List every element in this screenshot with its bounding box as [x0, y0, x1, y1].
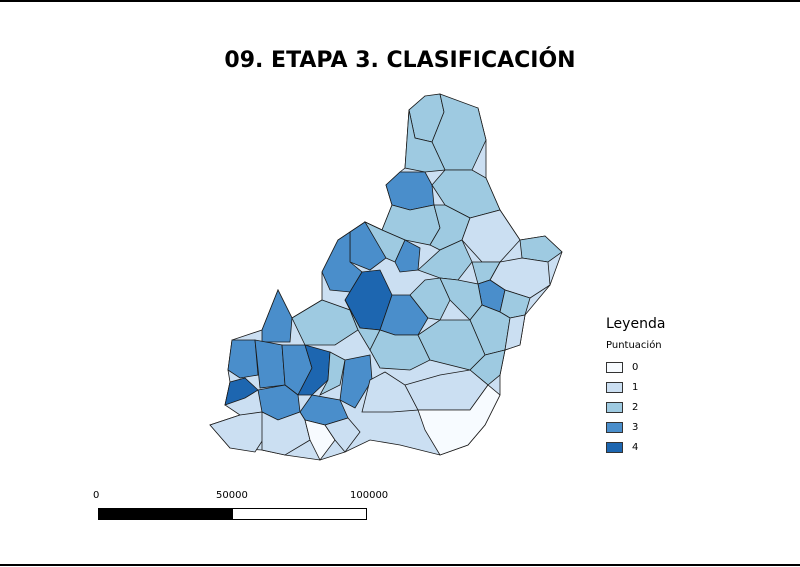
legend-label-1: 1	[632, 381, 639, 393]
municipality-region	[417, 384, 501, 456]
municipality-region	[319, 351, 346, 396]
municipality-region	[224, 377, 259, 406]
legend-label-0: 0	[632, 361, 639, 373]
scale-label-0: 0	[93, 490, 100, 501]
municipality-region	[324, 417, 361, 453]
municipality-region	[385, 171, 435, 211]
legend-swatch-4	[606, 441, 623, 453]
municipality-region	[519, 235, 563, 263]
scale-bar-light-segment	[232, 509, 366, 519]
scale-label-100000: 100000	[350, 490, 389, 501]
legend-item-3: 3	[606, 417, 665, 437]
legend-subtitle: Puntuación	[606, 340, 662, 351]
municipality-region	[339, 354, 373, 409]
legend-item-4: 4	[606, 437, 665, 457]
municipality-region	[261, 289, 293, 343]
municipality-region	[304, 419, 336, 461]
scale-label-50000: 50000	[216, 490, 248, 501]
municipality-region	[254, 339, 286, 389]
municipality-region	[469, 349, 506, 386]
municipality-region	[471, 261, 501, 285]
legend-swatch-0	[606, 361, 623, 373]
legend-swatch-1	[606, 381, 623, 393]
municipality-region	[321, 231, 363, 293]
municipality-region	[227, 339, 259, 379]
legend-swatch-3	[606, 421, 623, 433]
legend-label-4: 4	[632, 441, 639, 453]
legend-label-2: 2	[632, 401, 639, 413]
legend-swatch-2	[606, 401, 623, 413]
legend: Leyenda Puntuación 0 1 2 3 4	[606, 316, 665, 457]
municipality-region	[504, 314, 526, 351]
frame-bottom-border	[0, 564, 800, 566]
legend-item-1: 1	[606, 377, 665, 397]
legend-item-2: 2	[606, 397, 665, 417]
scale-bar	[98, 508, 367, 520]
municipality-region	[394, 239, 421, 273]
frame-top-border	[0, 0, 800, 2]
map-title: 09. ETAPA 3. CLASIFICACIÓN	[224, 48, 576, 73]
legend-title: Leyenda	[606, 316, 666, 332]
scale-bar-dark-segment	[99, 509, 233, 519]
municipality-region	[209, 411, 269, 453]
legend-label-3: 3	[632, 421, 639, 433]
legend-item-0: 0	[606, 357, 665, 377]
